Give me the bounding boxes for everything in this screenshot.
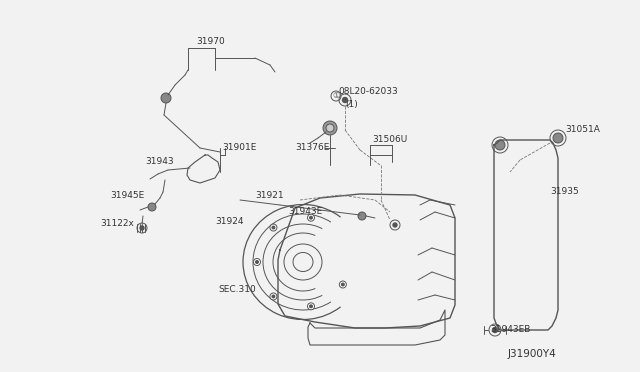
Circle shape — [253, 259, 260, 266]
Circle shape — [310, 216, 312, 219]
Circle shape — [495, 140, 505, 150]
Circle shape — [326, 124, 334, 132]
Circle shape — [307, 303, 314, 310]
Text: 31506U: 31506U — [372, 135, 407, 144]
Circle shape — [270, 293, 277, 300]
Text: 31051A: 31051A — [565, 125, 600, 135]
Text: ①: ① — [332, 92, 340, 100]
Text: SEC.310: SEC.310 — [218, 285, 256, 295]
Circle shape — [272, 295, 275, 298]
Text: 31943EB: 31943EB — [490, 326, 531, 334]
Text: 31970: 31970 — [196, 38, 225, 46]
Circle shape — [255, 260, 259, 263]
Circle shape — [339, 281, 346, 288]
Circle shape — [358, 212, 366, 220]
Circle shape — [393, 223, 397, 227]
Circle shape — [307, 214, 314, 221]
Text: 08L20-62033: 08L20-62033 — [338, 87, 397, 96]
Circle shape — [493, 327, 497, 333]
Text: 31935: 31935 — [550, 187, 579, 196]
Circle shape — [148, 203, 156, 211]
Circle shape — [342, 97, 348, 103]
Text: 31943E: 31943E — [288, 208, 323, 217]
Text: 31945E: 31945E — [110, 192, 144, 201]
Text: 31921: 31921 — [255, 192, 284, 201]
Circle shape — [270, 224, 277, 231]
Circle shape — [310, 305, 312, 308]
Text: 31924: 31924 — [215, 218, 243, 227]
Text: 31122x: 31122x — [100, 219, 134, 228]
Circle shape — [323, 121, 337, 135]
Text: 31901E: 31901E — [222, 144, 257, 153]
Circle shape — [341, 283, 344, 286]
Text: 31943: 31943 — [145, 157, 173, 167]
Text: J31900Y4: J31900Y4 — [508, 349, 557, 359]
Text: (1): (1) — [345, 99, 358, 109]
Circle shape — [161, 93, 171, 103]
Circle shape — [140, 226, 144, 230]
Circle shape — [553, 133, 563, 143]
Circle shape — [272, 226, 275, 229]
Text: 31376E: 31376E — [295, 144, 330, 153]
